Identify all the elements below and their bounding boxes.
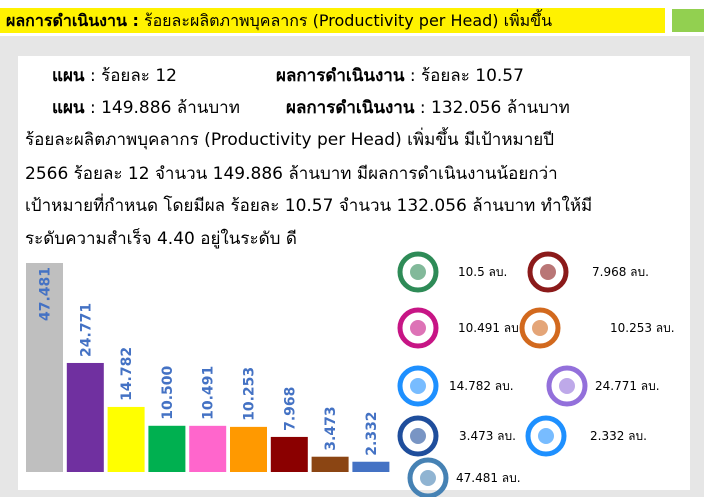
bar	[352, 461, 390, 472]
logo-label: 2.332 ลบ.	[590, 429, 647, 443]
logo-core	[410, 428, 426, 444]
logo	[397, 365, 439, 407]
bar	[311, 456, 349, 472]
logo	[525, 415, 567, 457]
logo	[397, 307, 439, 349]
bar	[107, 406, 145, 472]
logo-core	[532, 320, 548, 336]
value-label: 2.332	[364, 411, 380, 455]
value-label: 24.771	[78, 303, 94, 357]
logo-label: 14.782 ลบ.	[449, 379, 514, 393]
value-label: 10.491	[201, 366, 217, 420]
value-label: 10.500	[160, 365, 176, 419]
logo-label: 47.481 ลบ.	[456, 471, 521, 485]
header-bar: ผลการดำเนินงาน : ร้อยละผลิตภาพบุคลากร (P…	[0, 8, 665, 33]
bar	[189, 425, 227, 472]
logo	[527, 251, 569, 293]
logo-label: 10.491 ลบ.	[458, 321, 523, 335]
logo-core	[410, 320, 426, 336]
logo-label: 10.5 ลบ.	[458, 265, 507, 279]
plan-row: ผลการดำเนินงาน : 132.056 ล้านบาท	[286, 96, 570, 120]
logo	[407, 457, 449, 497]
plan-text: : ร้อยละ 10.57	[409, 66, 524, 86]
logo-core	[410, 378, 426, 394]
plan-text: : 132.056 ล้านบาท	[419, 98, 570, 118]
bar	[270, 436, 308, 472]
header-accent	[672, 9, 704, 32]
bar	[148, 425, 186, 472]
plan-label: ผลการดำเนินงาน	[286, 98, 415, 118]
logo-core	[420, 470, 436, 486]
logo-label: 24.771 ลบ.	[595, 379, 660, 393]
plan-label: ผลการดำเนินงาน	[276, 66, 405, 86]
header-bold: ผลการดำเนินงาน :	[6, 11, 139, 30]
plan-text: : ร้อยละ 12	[89, 66, 177, 86]
logo-label: 7.968 ลบ.	[592, 265, 649, 279]
value-label: 3.473	[323, 406, 339, 450]
paragraph-line: เป้าหมายที่กำหนด โดยมีผล ร้อยละ 10.57 จำ…	[25, 196, 593, 216]
logo-label: 3.473 ลบ.	[459, 429, 516, 443]
logo	[546, 365, 588, 407]
plan-label: แผน	[52, 66, 85, 86]
value-label: 10.253	[242, 367, 258, 421]
bar	[66, 362, 104, 472]
logo-label: 10.253 ลบ.	[610, 321, 675, 335]
logo-core	[540, 264, 556, 280]
plan-row: แผน : 149.886 ล้านบาท	[52, 96, 240, 120]
plan-row: แผน : ร้อยละ 12	[52, 64, 177, 88]
plan-label: แผน	[52, 98, 85, 118]
logo-core	[410, 264, 426, 280]
paragraph-line: ร้อยละผลิตภาพบุคลากร (Productivity per H…	[25, 130, 555, 150]
plan-row: ผลการดำเนินงาน : ร้อยละ 10.57	[276, 64, 524, 88]
logo	[397, 415, 439, 457]
value-label: 7.968	[282, 387, 298, 431]
plan-text: : 149.886 ล้านบาท	[89, 98, 240, 118]
logo	[519, 307, 561, 349]
logo-core	[538, 428, 554, 444]
paragraph-line: ระดับความสำเร็จ 4.40 อยู่ในระดับ ดี	[25, 229, 297, 249]
logo-core	[559, 378, 575, 394]
bar	[230, 426, 267, 472]
value-label: 14.782	[119, 347, 135, 401]
bar	[26, 263, 63, 472]
value-label: 47.481	[38, 267, 54, 321]
logo	[397, 251, 439, 293]
header-text: ร้อยละผลิตภาพบุคลากร (Productivity per H…	[143, 11, 553, 30]
paragraph-line: 2566 ร้อยละ 12 จำนวน 149.886 ล้านบาท มีผ…	[25, 164, 558, 184]
